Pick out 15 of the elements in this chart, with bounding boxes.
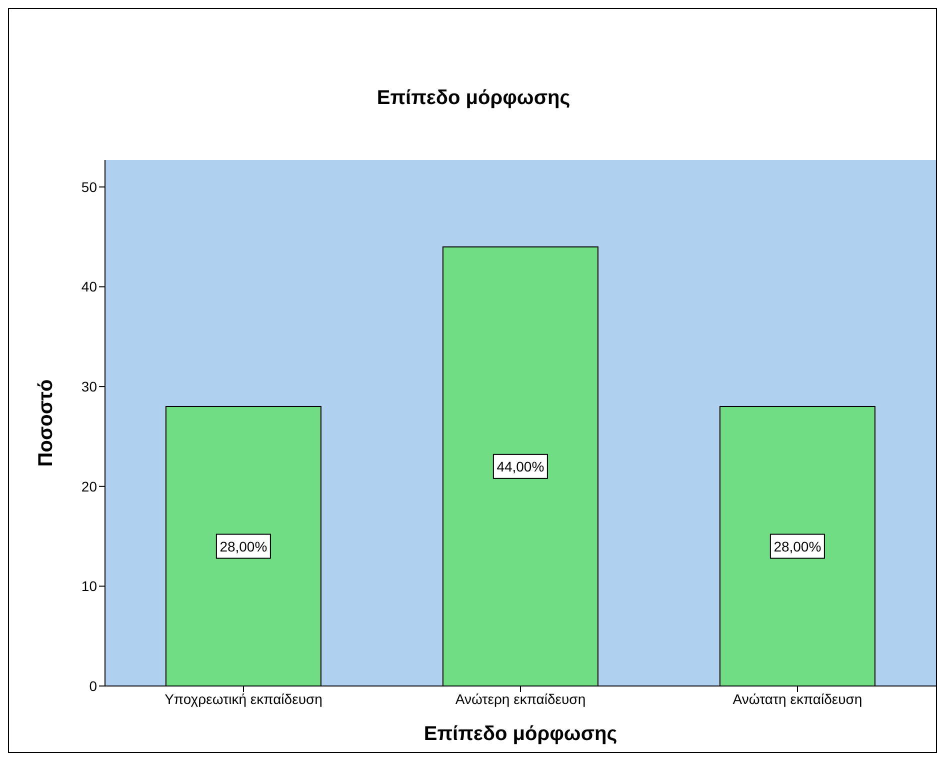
y-axis-title: Ποσοστό xyxy=(35,379,58,467)
data-label: 44,00% xyxy=(496,458,544,474)
y-tick-label: 50 xyxy=(81,178,98,195)
data-label: 28,00% xyxy=(220,538,268,554)
x-tick-label: Ανώτατη εκπαίδευση xyxy=(732,690,862,707)
x-tick-label: Υποχρεωτική εκπαίδευση xyxy=(164,690,322,707)
x-tick-label: Ανώτερη εκπαίδευση xyxy=(455,690,586,707)
y-tick-label: 0 xyxy=(89,678,98,694)
x-axis-title: Επίπεδο μόρφωσης xyxy=(424,723,618,745)
y-tick-label: 10 xyxy=(81,578,98,594)
y-tick-label: 20 xyxy=(81,478,98,494)
y-tick-label: 40 xyxy=(81,278,98,295)
chart-title: Επίπεδο μόρφωσης xyxy=(376,87,572,110)
y-tick-label: 30 xyxy=(81,378,98,395)
data-label: 28,00% xyxy=(774,538,822,554)
